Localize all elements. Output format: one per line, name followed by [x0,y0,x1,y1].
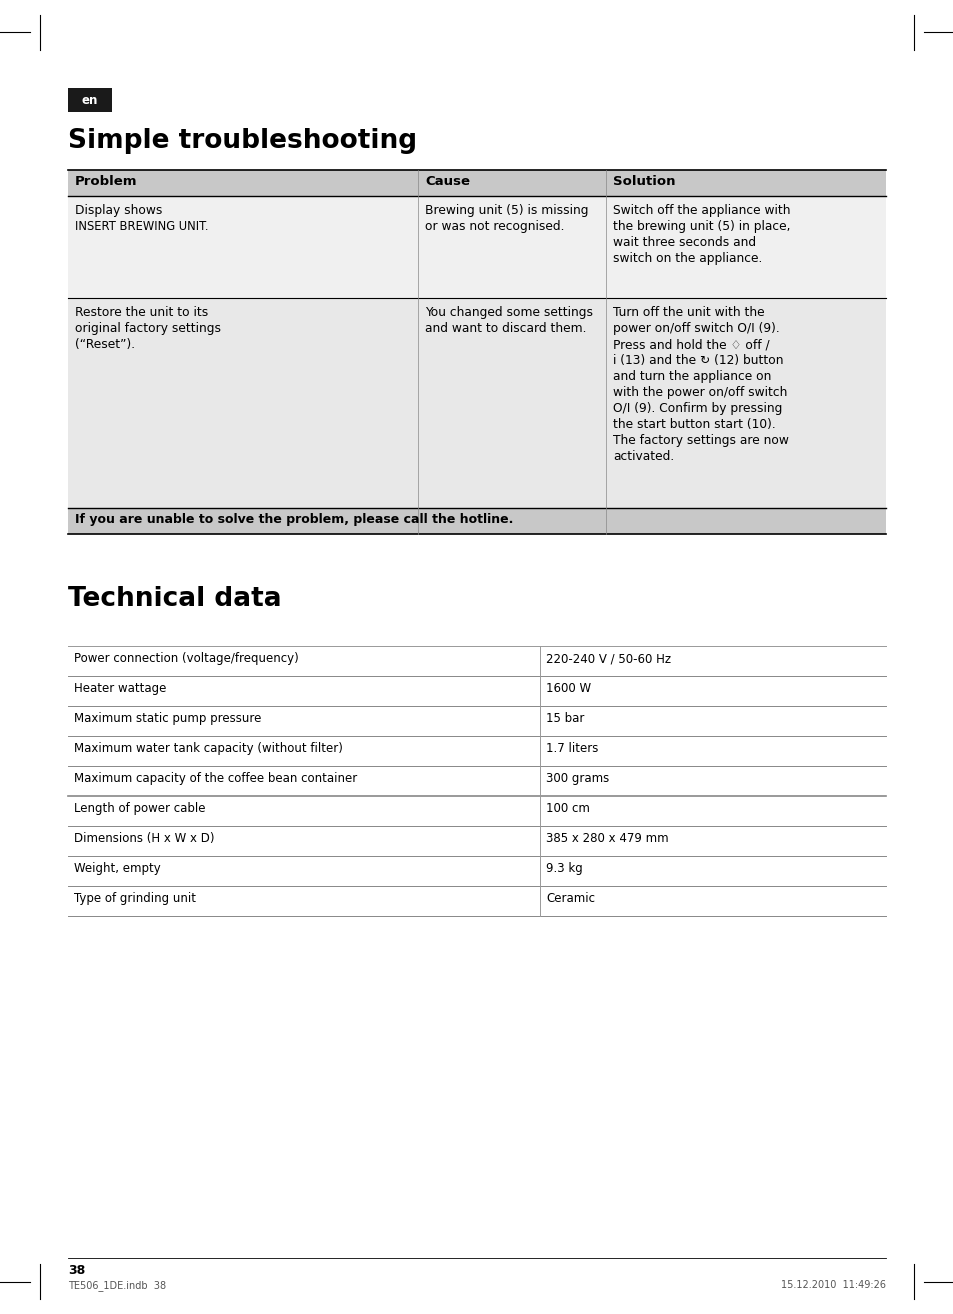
Text: the start button start (10).: the start button start (10). [613,418,775,431]
Text: Ceramic: Ceramic [545,892,595,905]
Text: switch on the appliance.: switch on the appliance. [613,252,761,265]
Text: Technical data: Technical data [68,586,281,612]
Text: 300 grams: 300 grams [545,773,609,784]
Text: Brewing unit (5) is missing: Brewing unit (5) is missing [424,204,588,217]
Text: Maximum capacity of the coffee bean container: Maximum capacity of the coffee bean cont… [74,773,356,784]
Text: 1.7 liters: 1.7 liters [545,742,598,756]
Text: Heater wattage: Heater wattage [74,682,166,695]
Text: Switch off the appliance with: Switch off the appliance with [613,204,790,217]
Text: TE506_1DE.indb  38: TE506_1DE.indb 38 [68,1280,166,1290]
Text: the brewing unit (5) in place,: the brewing unit (5) in place, [613,219,790,233]
Bar [68,88,112,112]
Text: Display shows: Display shows [75,204,162,217]
Text: INSERT BREWING UNIT.: INSERT BREWING UNIT. [75,219,209,233]
Text: Solution: Solution [613,175,675,188]
Text: (“Reset”).: (“Reset”). [75,338,135,351]
Text: If you are unable to solve the problem, please call the hotline.: If you are unable to solve the problem, … [75,512,513,526]
Bar [68,196,885,298]
Bar [68,509,885,533]
Text: Weight, empty: Weight, empty [74,862,161,875]
Text: Type of grinding unit: Type of grinding unit [74,892,195,905]
Text: 220-240 V / 50-60 Hz: 220-240 V / 50-60 Hz [545,652,670,665]
Bar [68,298,885,509]
Text: original factory settings: original factory settings [75,322,221,335]
Text: 15.12.2010  11:49:26: 15.12.2010 11:49:26 [781,1280,885,1290]
Text: You changed some settings: You changed some settings [424,306,593,319]
Text: and turn the appliance on: and turn the appliance on [613,371,771,382]
Text: and want to discard them.: and want to discard them. [424,322,586,335]
Text: Power connection (voltage/frequency): Power connection (voltage/frequency) [74,652,298,665]
Text: power on/off switch O/I (9).: power on/off switch O/I (9). [613,322,779,335]
Text: Dimensions (H x W x D): Dimensions (H x W x D) [74,832,214,845]
Text: Restore the unit to its: Restore the unit to its [75,306,208,319]
Text: en: en [82,93,98,106]
Text: O/I (9). Confirm by pressing: O/I (9). Confirm by pressing [613,402,781,415]
Text: with the power on/off switch: with the power on/off switch [613,386,786,399]
Text: Simple troubleshooting: Simple troubleshooting [68,127,416,154]
Text: Cause: Cause [424,175,470,188]
Text: or was not recognised.: or was not recognised. [424,219,564,233]
Text: wait three seconds and: wait three seconds and [613,237,756,248]
Text: Press and hold the ♢ off /: Press and hold the ♢ off / [613,338,769,351]
Text: Turn off the unit with the: Turn off the unit with the [613,306,763,319]
Text: Problem: Problem [75,175,137,188]
Text: 9.3 kg: 9.3 kg [545,862,582,875]
Text: 385 x 280 x 479 mm: 385 x 280 x 479 mm [545,832,668,845]
Text: 100 cm: 100 cm [545,802,589,815]
Text: 1600 W: 1600 W [545,682,591,695]
Bar [68,170,885,196]
Text: Maximum water tank capacity (without filter): Maximum water tank capacity (without fil… [74,742,342,756]
Text: i (13) and the ↻ (12) button: i (13) and the ↻ (12) button [613,353,782,367]
Text: The factory settings are now: The factory settings are now [613,434,788,447]
Text: activated.: activated. [613,449,674,463]
Text: 38: 38 [68,1264,85,1277]
Text: 15 bar: 15 bar [545,712,584,725]
Text: Length of power cable: Length of power cable [74,802,205,815]
Text: Maximum static pump pressure: Maximum static pump pressure [74,712,261,725]
